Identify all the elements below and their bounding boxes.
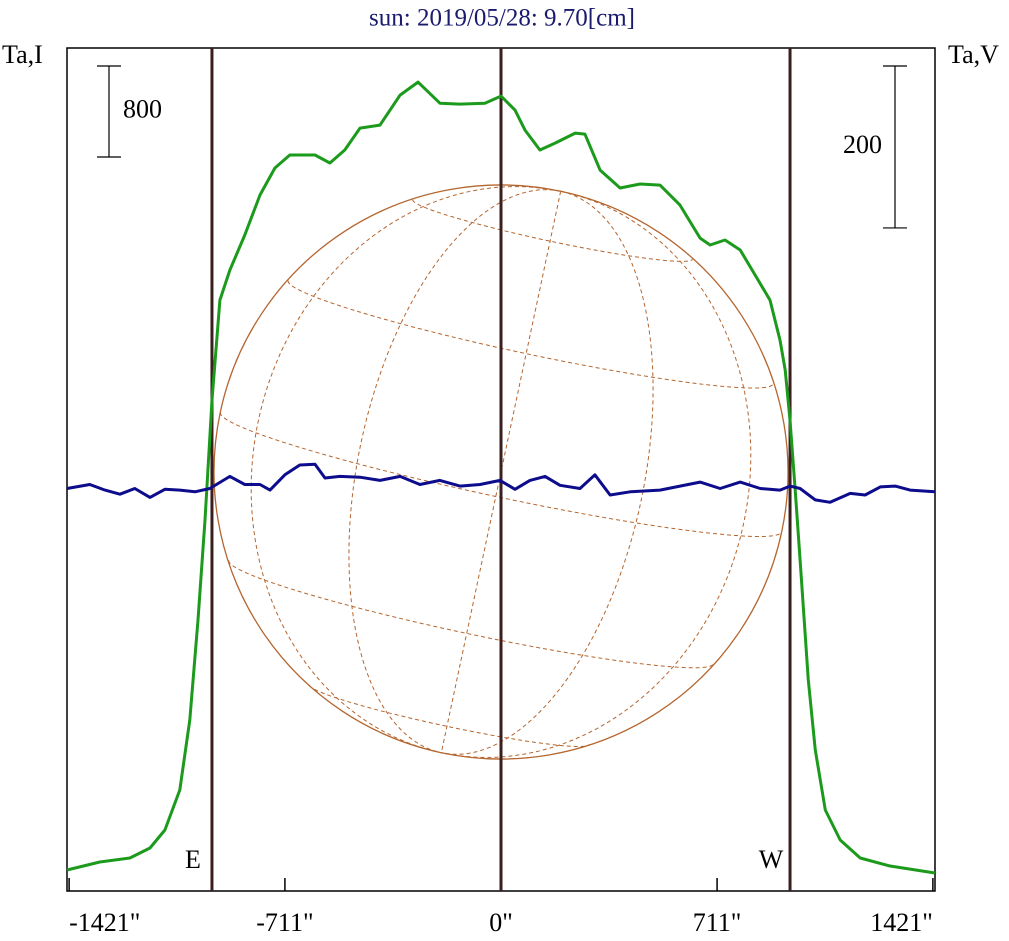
series-line	[66, 462, 936, 504]
latitude	[219, 412, 783, 537]
meridian	[441, 190, 654, 755]
limb-label: E	[185, 845, 201, 874]
x-tick-label: 0"	[489, 908, 513, 937]
meridian	[348, 189, 561, 754]
series-line	[66, 80, 936, 875]
y-axis-label: Ta,I	[2, 40, 43, 69]
meridian	[250, 186, 561, 754]
x-tick-label: 1421"	[870, 908, 933, 937]
latitude	[412, 199, 693, 262]
latitude	[287, 280, 774, 389]
meridian	[441, 190, 752, 758]
globe-grid	[219, 186, 783, 758]
latitude	[309, 684, 590, 748]
x-tick-label: -711"	[256, 908, 313, 937]
x-tick-label: 711"	[693, 908, 742, 937]
y2-axis-label: Ta,V	[948, 40, 999, 69]
scale-bar-label: 800	[123, 94, 162, 123]
x-tick-label: -1421"	[69, 908, 140, 937]
limb-label: W	[759, 845, 784, 874]
sun-globe	[213, 184, 789, 760]
chart-title: sun: 2019/05/28: 9.70[cm]	[369, 5, 635, 32]
latitude	[228, 560, 715, 669]
scale-bar-label: 200	[843, 130, 882, 159]
